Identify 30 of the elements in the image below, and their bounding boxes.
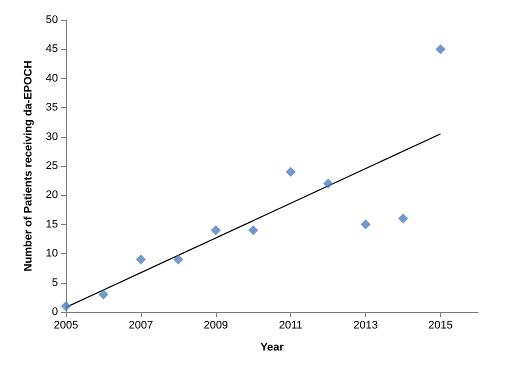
point xyxy=(360,219,371,230)
x-tick-label: 2007 xyxy=(128,320,154,332)
y-tick-label: 35 xyxy=(46,102,58,114)
y-tick-label: 20 xyxy=(46,189,58,202)
point xyxy=(323,178,334,189)
y-axis-title: Number of Patients receiving da-EPOCH xyxy=(22,60,34,272)
point xyxy=(98,289,108,300)
point xyxy=(436,44,446,54)
x-tick-label: 2011 xyxy=(278,320,303,332)
x-tick-label: 2005 xyxy=(54,320,78,332)
y-tick-label: 10 xyxy=(46,248,58,260)
x-tick-label: 2015 xyxy=(428,320,453,332)
y-tick-label: 25 xyxy=(46,160,58,172)
point xyxy=(136,254,146,264)
y-tick-label: 30 xyxy=(46,130,58,143)
y-tick-label: 15 xyxy=(46,218,58,230)
point xyxy=(210,225,221,236)
y-tick-label: 45 xyxy=(46,43,58,56)
y-tick-label: 40 xyxy=(46,72,58,84)
point xyxy=(61,301,71,312)
x-axis-title: Year xyxy=(260,342,284,354)
y-tick-label: 0 xyxy=(52,306,58,318)
x-tick-label: 2009 xyxy=(204,320,228,332)
point xyxy=(173,254,184,264)
y-tick-label: 5 xyxy=(52,276,58,289)
point xyxy=(286,166,296,177)
y-tick-label: 50 xyxy=(46,14,58,26)
point xyxy=(248,225,258,236)
point xyxy=(398,214,408,224)
x-tick-label: 2013 xyxy=(353,320,378,332)
